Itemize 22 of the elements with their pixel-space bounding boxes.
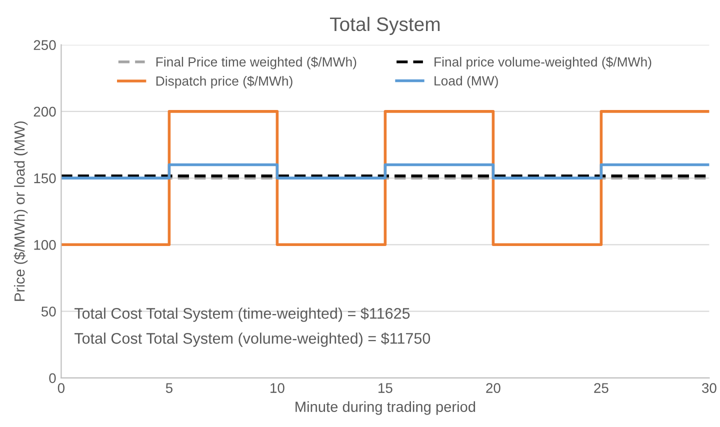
annotation: Total Cost Total System (time-weighted) = $11625 [74, 307, 410, 322]
annotation: Total Cost Total System (volume-weighted) = $11750 [74, 332, 430, 347]
x-tick-label: 30 [702, 383, 716, 393]
y-tick-label: 250 [34, 40, 56, 50]
y-tick-label: 50 [41, 306, 56, 316]
x-tick-label: 5 [166, 383, 172, 393]
y-tick-label: 0 [49, 373, 56, 384]
x-tick-label: 0 [58, 383, 65, 393]
y-tick-label: 100 [34, 240, 56, 250]
x-axis-title: Minute during trading period [296, 401, 476, 415]
y-tick-label: 200 [34, 106, 56, 117]
legend-label: Final Price time weighted ($/MWh) [156, 56, 356, 70]
legend-label: Dispatch price ($/MWh) [156, 76, 292, 88]
chart-title: Total System [330, 16, 440, 35]
x-tick-label: 25 [594, 383, 608, 393]
x-tick-label: 10 [270, 383, 284, 393]
legend-label: Final price volume-weighted ($/MWh) [434, 56, 652, 70]
y-axis-title: Price ($/MWh) or load (MW) [14, 122, 28, 301]
legend-label: Load (MW) [434, 76, 498, 88]
x-tick-label: 15 [378, 383, 392, 393]
y-tick-label: 150 [34, 173, 56, 184]
x-tick-label: 20 [486, 383, 500, 393]
